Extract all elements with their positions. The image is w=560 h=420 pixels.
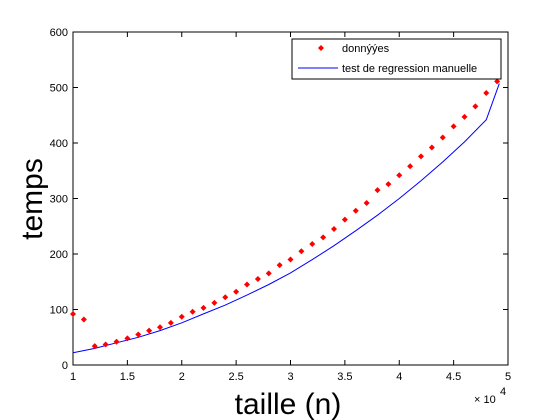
y-tick-label: 500 [50,83,68,95]
data-point [157,324,163,331]
data-point [418,153,424,160]
y-tick-label: 400 [50,138,68,150]
plot-area [72,31,509,366]
data-point [396,172,403,179]
regression-line [72,83,500,354]
y-tick-label: 0 [62,360,68,372]
data-point [276,262,283,269]
data-point [385,181,392,188]
data-point [428,144,435,151]
data-point [287,256,294,263]
data-point [461,113,468,120]
legend-box [291,38,502,80]
data-point [80,316,87,323]
data-point [341,216,348,223]
x-multiplier-base: × 10 [474,394,496,406]
x-tick-labels: 1 1.5 2 2.5 3 3.5 4 4.5 5 [70,371,511,383]
data-point [254,275,261,282]
data-point [320,234,327,241]
data-point [167,319,174,326]
data-point [91,343,98,350]
x-tick-label: 5 [505,371,511,383]
x-tick-label: 1 [70,371,76,383]
x-tick-label: 2.5 [228,371,243,383]
x-tick-label: 1.5 [120,371,135,383]
data-point [472,103,479,110]
y-tick-label: 300 [50,194,68,206]
data-point [298,248,305,255]
data-point [102,341,109,348]
data-point [331,226,337,233]
data-point [113,338,120,345]
data-point [189,308,196,315]
legend-label-regression: test de regression manuelle [342,63,477,75]
data-point [70,310,76,317]
data-point [222,294,229,301]
data-point [233,288,240,295]
legend: donnýýes test de regression manuelle [291,38,502,80]
x-tick-label: 3.5 [337,371,352,383]
data-point [244,281,250,288]
series-layer [70,78,501,354]
y-tick-label: 200 [50,249,68,261]
data-point [211,299,218,306]
data-point [352,207,359,214]
data-point [265,270,272,277]
x-tick-label: 2 [179,371,185,383]
data-point [407,163,414,170]
legend-entry-regression: test de regression manuelle [298,63,477,75]
legend-marker-data [318,45,324,51]
data-point [135,331,142,338]
data-point [374,187,381,194]
data-point [178,313,185,320]
axis-ticks [72,31,509,366]
data-point [309,241,316,248]
legend-label-data: donnýýes [342,43,390,55]
data-point [363,199,370,206]
x-tick-label: 3 [287,371,293,383]
x-multiplier: × 10 4 [474,386,506,406]
data-point [200,304,207,311]
data-point [439,134,446,141]
data-point [494,78,501,85]
y-tick-label: 100 [50,305,68,317]
y-tick-label: 600 [50,27,68,39]
data-point [483,90,490,97]
x-axis-label: taille (n) [235,388,342,420]
x-multiplier-exponent: 4 [500,386,506,398]
legend-entry-data: donnýýes [318,43,390,55]
data-point [450,123,457,130]
data-point [124,335,131,342]
y-tick-labels: 0 100 200 300 400 500 600 [50,27,68,372]
x-tick-label: 4.5 [446,371,461,383]
x-tick-label: 4 [396,371,402,383]
data-point [146,327,153,334]
y-axis-label: temps [16,158,49,240]
